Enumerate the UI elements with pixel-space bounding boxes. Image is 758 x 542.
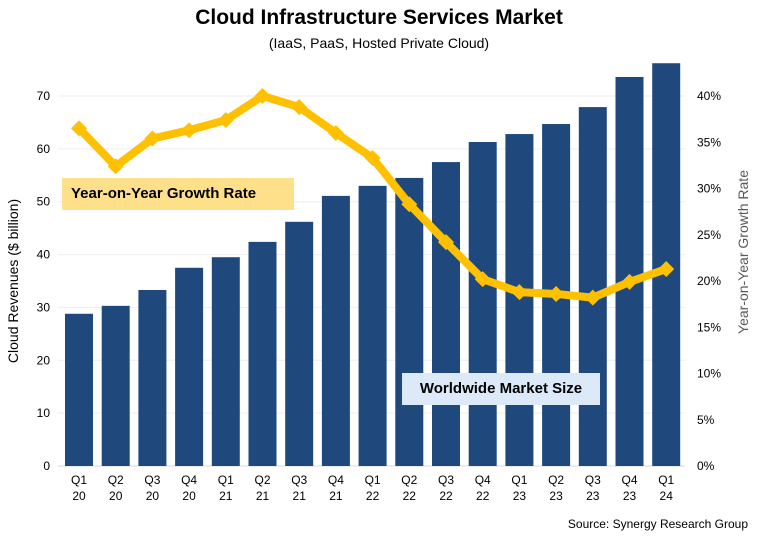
bar: [578, 107, 607, 466]
growth-marker: [71, 120, 87, 137]
x-tick-label: Q2: [548, 473, 564, 487]
x-tick-label: Q3: [291, 473, 307, 487]
x-tick-label: 21: [219, 489, 233, 503]
x-tick-label: 24: [660, 489, 674, 503]
y-tick-label: 60: [37, 142, 51, 156]
x-tick-label: Q4: [475, 473, 491, 487]
bar: [285, 221, 314, 466]
growth-marker: [254, 88, 271, 104]
growth-marker: [511, 284, 528, 301]
x-tick-label: 23: [623, 489, 637, 503]
x-tick-label: 22: [403, 489, 417, 503]
x-tick-label: Q4: [621, 473, 637, 487]
x-tick-label: 22: [439, 489, 453, 503]
growth-marker: [181, 122, 198, 139]
growth-marker: [401, 196, 418, 213]
x-tick-label: Q2: [254, 473, 270, 487]
growth-marker: [327, 125, 344, 141]
growth-marker: [658, 260, 675, 277]
y-tick-label: 40: [37, 248, 51, 262]
bar: [358, 185, 387, 466]
x-tick-label: Q3: [144, 473, 160, 487]
y2-tick-label: 40%: [697, 89, 721, 103]
x-tick-label: Q3: [438, 473, 454, 487]
growth-marker: [291, 99, 308, 116]
bar: [175, 267, 204, 466]
y2-tick-label: 25%: [697, 228, 721, 242]
bar: [138, 289, 167, 466]
bar: [615, 76, 644, 466]
y-tick-label: 10: [37, 406, 51, 420]
growth-marker: [621, 273, 638, 290]
x-tick-label: Q2: [401, 473, 417, 487]
x-tick-label: Q4: [328, 473, 344, 487]
bar: [65, 313, 93, 466]
x-tick-label: 22: [476, 489, 490, 503]
y2-tick-label: 35%: [697, 135, 721, 149]
chart-subtitle: (IaaS, PaaS, Hosted Private Cloud): [268, 35, 490, 51]
y-tick-label: 0: [43, 459, 50, 473]
x-tick-label: 23: [586, 489, 600, 503]
growth-marker: [584, 289, 601, 306]
growth-marker: [548, 285, 565, 302]
growth-marker: [364, 149, 381, 166]
y2-tick-label: 5%: [697, 413, 715, 427]
bar: [395, 177, 424, 466]
y-tick-label: 30: [37, 300, 51, 314]
x-tick-label: 20: [182, 489, 196, 503]
x-tick-label: 23: [549, 489, 563, 503]
growth-marker: [144, 130, 161, 147]
y-tick-label: 20: [37, 353, 51, 367]
growth-marker: [474, 271, 491, 288]
x-tick-label: 20: [72, 489, 86, 503]
x-tick-label: Q1: [511, 473, 527, 487]
x-tick-label: 22: [366, 489, 380, 503]
bar: [321, 195, 350, 466]
bar: [211, 257, 240, 466]
chart-title: Cloud Infrastructure Services Market: [195, 6, 563, 29]
y2-tick-label: 0%: [697, 459, 715, 473]
x-tick-label: Q3: [585, 473, 601, 487]
growth-marker: [217, 112, 234, 129]
bar: [101, 305, 130, 466]
growth-marker: [107, 158, 124, 175]
y-tick-label: 70: [37, 89, 51, 103]
bar: [432, 162, 460, 467]
y2-tick-label: 20%: [697, 274, 721, 288]
x-tick-label: 21: [293, 489, 307, 503]
x-tick-label: Q1: [365, 473, 381, 487]
y-tick-label: 50: [37, 195, 51, 209]
x-tick-label: 21: [256, 489, 270, 503]
legend-growth-rate: Year-on-Year Growth Rate: [62, 178, 294, 210]
x-tick-label: Q2: [108, 473, 124, 487]
x-tick-label: Q1: [218, 473, 234, 487]
bar: [248, 241, 277, 466]
y2-tick-label: 10%: [697, 367, 721, 381]
bar: [468, 141, 497, 466]
x-tick-label: 21: [329, 489, 343, 503]
y-axis-label: Cloud Revenues ($ billion): [5, 199, 21, 363]
x-tick-label: 23: [513, 489, 527, 503]
x-tick-label: 20: [146, 489, 160, 503]
y2-tick-label: 30%: [697, 182, 721, 196]
y2-tick-label: 15%: [697, 320, 721, 334]
growth-marker: [438, 234, 454, 251]
x-tick-label: Q1: [71, 473, 87, 487]
x-tick-label: Q1: [658, 473, 674, 487]
x-tick-label: 20: [109, 489, 123, 503]
source-note: Source: Synergy Research Group: [567, 517, 748, 531]
legend-market-size: Worldwide Market Size: [402, 373, 600, 405]
x-tick-label: Q4: [181, 473, 197, 487]
y2-axis-label: Year-on-Year Growth Rate: [735, 170, 751, 334]
